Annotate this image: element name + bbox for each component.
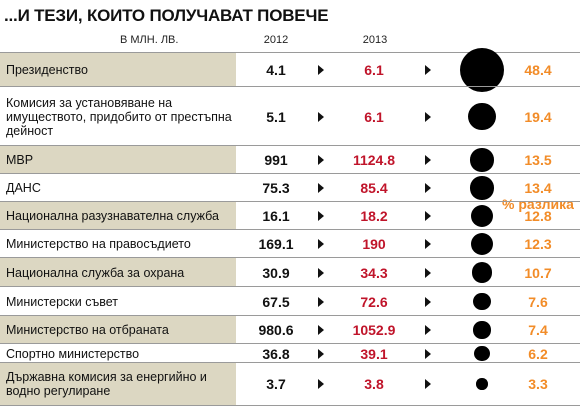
pct-bubble — [476, 378, 488, 390]
pct-diff-value: 19.4 — [524, 108, 552, 125]
arrow-right-icon — [318, 65, 324, 75]
arrow-right-icon — [318, 111, 324, 122]
row-label: Национална служба за охрана — [0, 258, 236, 287]
value-2013: 3.8 — [364, 376, 384, 392]
arrow-right-icon — [425, 155, 431, 165]
arrow-right-icon — [425, 183, 431, 193]
arrow-right-icon — [318, 211, 324, 221]
table-row: Комисия за установяване на имуществото, … — [0, 86, 580, 146]
arrow-right-icon — [318, 325, 324, 335]
pct-diff-value: 10.7 — [524, 264, 552, 281]
value-2013: 34.3 — [360, 264, 388, 281]
value-2013: 72.6 — [360, 293, 388, 310]
arrow-right-icon — [425, 267, 431, 278]
unit-header: В МЛН. ЛВ. — [120, 34, 179, 46]
value-2013: 1124.8 — [352, 152, 396, 168]
value-2013: 39.1 — [360, 345, 388, 362]
row-label: Президенство — [0, 53, 236, 87]
value-2013: 85.4 — [360, 180, 388, 196]
arrow-right-icon — [318, 267, 324, 278]
row-label: Министерство на правосъдието — [6, 237, 191, 251]
value-2013: 6.1 — [364, 62, 384, 78]
table-row: Министерство на правосъдието 169.1 190 12.3 — [0, 229, 580, 258]
arrow-right-icon — [318, 379, 324, 389]
year-2013-header: 2013 — [362, 34, 388, 46]
arrow-right-icon — [318, 296, 324, 307]
pct-diff-value: 7.4 — [528, 322, 548, 338]
arrow-right-icon — [425, 379, 431, 389]
arrow-right-icon — [318, 155, 324, 165]
pct-diff-value: 12.8 — [524, 208, 552, 224]
row-label: ДАНС — [6, 181, 41, 195]
arrow-right-icon — [318, 239, 324, 249]
value-2012: 169.1 — [258, 236, 294, 252]
pct-bubble — [470, 148, 494, 172]
table-row: Спортно министерство 36.8 39.1 6.2 — [0, 343, 580, 363]
pct-diff-value: 12.3 — [524, 236, 552, 252]
pct-diff-value: 48.4 — [524, 62, 552, 78]
arrow-right-icon — [318, 348, 324, 359]
value-2012: 36.8 — [262, 345, 290, 362]
table-row: Национална служба за охрана 30.9 34.3 10.7 — [0, 257, 580, 287]
value-2012: 980.6 — [258, 322, 294, 338]
arrow-right-icon — [425, 325, 431, 335]
pct-bubble — [468, 102, 496, 131]
pct-bubble — [460, 48, 504, 92]
table-row: МВР 991 1124.8 13.5 — [0, 145, 580, 174]
chart-title: ...И ТЕЗИ, КОИТО ПОЛУЧАВАТ ПОВЕЧЕ — [4, 6, 329, 25]
arrow-right-icon — [425, 65, 431, 75]
row-label: Спортно министерство — [6, 346, 140, 361]
arrow-right-icon — [425, 111, 431, 122]
pct-bubble — [470, 176, 494, 200]
value-2013: 18.2 — [360, 208, 388, 224]
pct-diff-header: % разлика — [502, 196, 574, 212]
row-label: Национална разузнавателна служба — [0, 202, 236, 230]
pct-bubble — [471, 262, 493, 283]
pct-diff-value: 7.6 — [528, 293, 548, 310]
row-label: МВР — [0, 146, 236, 174]
row-label: Министерски съвет — [6, 294, 119, 309]
value-2012: 30.9 — [262, 264, 290, 281]
pct-diff-value: 13.5 — [524, 152, 552, 168]
pct-diff-value: 13.4 — [524, 180, 552, 196]
pct-diff-value: 3.3 — [528, 376, 548, 392]
value-2012: 5.1 — [266, 108, 286, 125]
value-2012: 67.5 — [262, 293, 290, 310]
pct-bubble — [474, 345, 490, 362]
value-2013: 190 — [362, 236, 386, 252]
pct-diff-value: 6.2 — [528, 345, 548, 362]
value-2013: 1052.9 — [352, 322, 396, 338]
table-row: Президенство 4.1 6.1 48.4 — [0, 48, 580, 92]
year-2012-header: 2012 — [263, 34, 289, 46]
value-2012: 75.3 — [262, 180, 290, 196]
value-2013: 6.1 — [364, 108, 384, 125]
arrow-right-icon — [425, 296, 431, 307]
row-label: Министерство на отбраната — [0, 316, 236, 344]
value-2012: 4.1 — [266, 62, 286, 78]
table-row: Държавна комисия за енергийно и водно ре… — [0, 362, 580, 406]
pct-bubble — [470, 204, 494, 228]
table-row: Национална разузнавателна служба 16.1 18.2… — [0, 201, 580, 230]
arrow-right-icon — [425, 211, 431, 221]
arrow-right-icon — [425, 239, 431, 249]
pct-bubble — [473, 321, 491, 339]
value-2012: 991 — [264, 152, 288, 168]
row-label: Държавна комисия за енергийно и водно ре… — [0, 363, 236, 405]
pct-bubble — [470, 232, 494, 256]
pct-bubble — [473, 292, 491, 311]
value-2012: 3.7 — [266, 376, 286, 392]
table-row: ДАНС 75.3 85.4 13.4 — [0, 173, 580, 202]
table-row: Министерски съвет 67.5 72.6 7.6 — [0, 286, 580, 316]
arrow-right-icon — [318, 183, 324, 193]
value-2012: 16.1 — [262, 208, 290, 224]
table-row: Министерство на отбраната 980.6 1052.9 7.4 — [0, 315, 580, 344]
arrow-right-icon — [425, 348, 431, 359]
row-label: Комисия за установяване на имуществото, … — [6, 95, 232, 138]
